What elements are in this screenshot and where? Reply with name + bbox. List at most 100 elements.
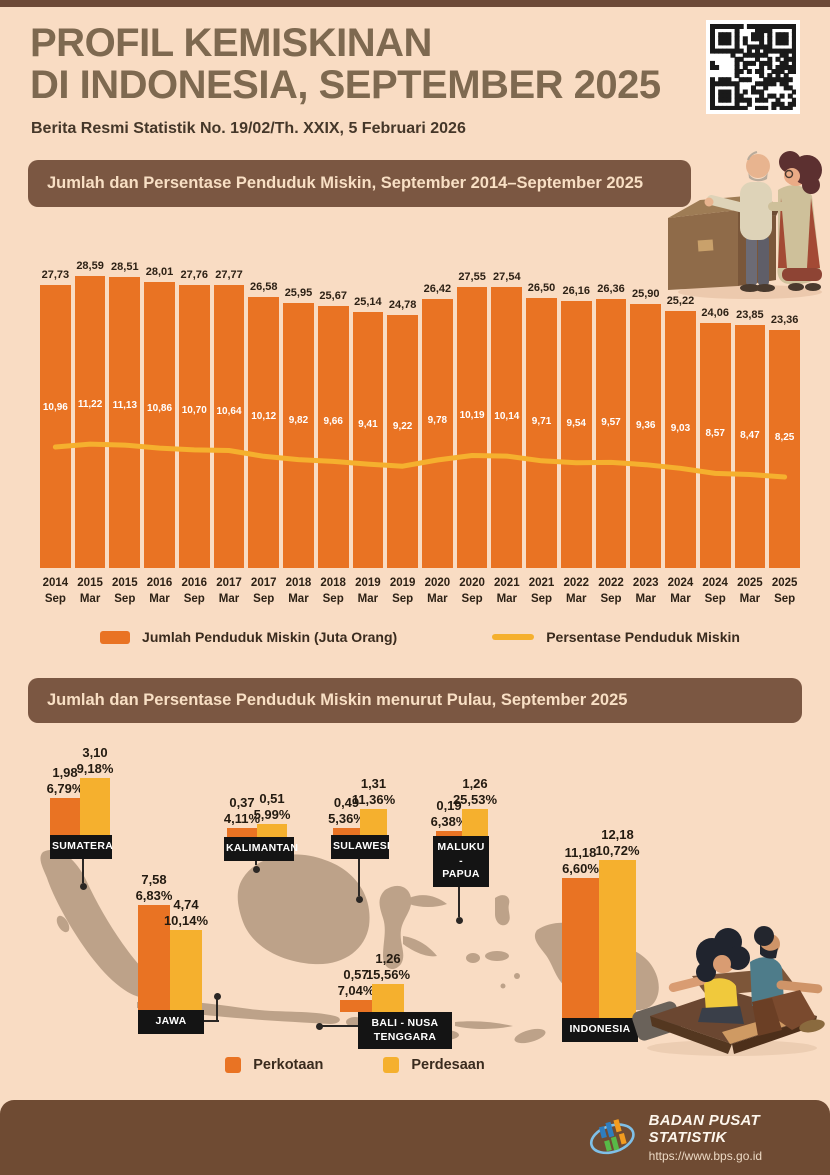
bar-swatch-icon [100, 630, 131, 644]
footer-band: BADAN PUSAT STATISTIK https://www.bps.go… [0, 1100, 830, 1175]
bar-pct-label: 8,57 [705, 428, 725, 440]
legend-item-perkotaan: Perkotaan [225, 1057, 323, 1073]
qr-code-icon [706, 20, 800, 114]
footer-url: https://www.bps.go.id [648, 1148, 763, 1163]
x-axis-label: 2024 Mar [667, 577, 694, 605]
poor-count-bar-2023-Mar [630, 303, 662, 568]
top-border-strip [0, 0, 830, 7]
perdesaan-values-sulawesi: 1,31 11,36% [351, 776, 396, 807]
bar-value-label: 25,67 [319, 290, 347, 303]
poor-count-bar-2024-Sep [699, 322, 731, 568]
bar-value-label: 28,51 [111, 261, 139, 274]
bar-value-label: 26,50 [527, 281, 556, 294]
page-title: PROFIL KEMISKINAN DI INDONESIA, SEPTEMBE… [30, 22, 661, 106]
page-title-line1: PROFIL KEMISKINAN [30, 21, 432, 65]
bar-pct-label: 10,96 [42, 401, 68, 413]
poor-count-bar-2025-Sep [769, 329, 800, 568]
bar-pct-label: 9,71 [531, 415, 552, 427]
x-axis-label: 2017 Mar [216, 577, 242, 605]
bar-pct-label: 9,41 [358, 419, 378, 431]
x-axis-label: 2016 Sep [181, 577, 208, 605]
bar-value-label: 27,77 [215, 268, 243, 281]
bar-pct-label: 10,70 [181, 404, 207, 416]
section2-title: Jumlah dan Persentase Penduduk Miskin me… [47, 691, 628, 709]
x-axis-label: 2021 Sep [528, 577, 555, 605]
poor-count-bar-2021-Mar [491, 287, 523, 568]
bar-value-label: 25,14 [354, 295, 382, 308]
poor-count-bar-2019-Mar [352, 311, 384, 568]
x-axis-label: 2019 Sep [389, 577, 416, 605]
perdesaan-swatch-icon [383, 1057, 400, 1073]
poor-count-bar-2020-Sep [456, 287, 488, 568]
illustration-elderly-couple [668, 151, 822, 299]
bar-value-label: 27,55 [458, 271, 486, 283]
poor-count-bar-2025-Mar [734, 324, 766, 568]
poor-count-bar-2020-Mar [422, 298, 453, 568]
x-axis-label: 2018 Mar [285, 577, 312, 605]
legend-label-jumlah: Jumlah Penduduk Miskin (Juta Orang) [142, 629, 398, 645]
section2-header: Jumlah dan Persentase Penduduk Miskin me… [28, 678, 802, 723]
perdesaan-values-maluku-: 1,26 25,53% [452, 776, 498, 807]
bar-pct-label: 9,54 [566, 417, 586, 429]
section1-header: Jumlah dan Persentase Penduduk Miskin, S… [28, 160, 691, 207]
bar-pct-label: 11,22 [77, 399, 103, 411]
poor-count-bar-2024-Mar [665, 310, 696, 568]
x-axis-label: 2021 Mar [494, 577, 520, 605]
line-swatch-icon [492, 634, 535, 640]
bar-value-label: 27,54 [493, 271, 521, 284]
poor-count-bar-2015-Mar [74, 276, 106, 568]
footer-branding: BADAN PUSAT STATISTIK https://www.bps.go… [588, 1111, 830, 1163]
x-axis-label: 2022 Mar [563, 577, 590, 605]
page-subtitle: Berita Resmi Statistik No. 19/02/Th. XXI… [31, 120, 466, 137]
bar-pct-label: 10,64 [216, 405, 242, 417]
bar-value-label: 26,42 [423, 282, 452, 295]
legend-item-jumlah: Jumlah Penduduk Miskin (Juta Orang) [100, 629, 397, 645]
page-title-line2: DI INDONESIA, SEPTEMBER 2025 [30, 63, 661, 107]
perkotaan-bar-kalimantan [227, 828, 257, 837]
bar-value-label: 25,22 [666, 294, 695, 307]
footer-org-name: BADAN PUSAT STATISTIK [648, 1111, 761, 1146]
bar-pct-label: 11,13 [112, 400, 138, 412]
chart1-x-axis: 2014 Sep 2015 Mar 2015 Sep 2016 Mar 2016 Sep… [40, 576, 800, 612]
perdesaan-values-kalimantan: 0,51 5,99% [253, 791, 291, 822]
poor-count-bar-2019-Sep [387, 315, 418, 568]
perdesaan-bar-maluku- [462, 809, 488, 836]
poor-count-bar-2022-Mar [560, 301, 592, 568]
x-axis-label: 2015 Mar [77, 577, 103, 605]
bar-pct-label: 10,86 [147, 403, 173, 415]
x-axis-label: 2022 Sep [598, 577, 624, 605]
perkotaan-bar-maluku- [436, 831, 462, 836]
bar-pct-label: 8,47 [740, 429, 760, 441]
bar-value-label: 24,06 [701, 306, 729, 319]
bar-value-label: 25,90 [631, 287, 660, 300]
bar-pct-label: 9,78 [427, 415, 448, 427]
illustration-sitting-couple [632, 926, 825, 1056]
x-axis-label: 2019 Mar [355, 577, 381, 605]
legend-item-persentase: Persentase Penduduk Miskin [492, 629, 740, 645]
poor-count-bar-2017-Sep [248, 296, 280, 568]
indonesia-map [40, 849, 659, 1044]
bar-value-label: 23,85 [736, 308, 764, 321]
perkotaan-bar-sulawesi [333, 828, 360, 835]
bar-value-label: 27,73 [41, 269, 70, 282]
x-axis-label: 2020 Sep [459, 577, 485, 605]
legend-label-perdesaan: Perdesaan [411, 1057, 485, 1073]
bar-pct-label: 9,57 [601, 417, 621, 429]
x-axis-label: 2014 Sep [42, 577, 69, 605]
perkotaan-bar-sumatera [50, 798, 80, 835]
perkotaan-swatch-icon [225, 1057, 242, 1073]
chart1-legend: Jumlah Penduduk Miskin (Juta Orang) Pers… [40, 629, 800, 645]
bar-pct-label: 9,66 [323, 416, 343, 428]
perdesaan-bar-kalimantan [257, 824, 287, 837]
bar-value-label: 27,76 [180, 268, 209, 281]
bar-value-label: 28,59 [76, 260, 104, 273]
poor-count-bar-2018-Mar [283, 303, 314, 568]
bar-value-label: 26,58 [249, 280, 278, 293]
perdesaan-values-sumatera: 3,10 9,18% [76, 745, 114, 776]
legend-label-perkotaan: Perkotaan [253, 1057, 324, 1073]
poor-count-bar-2021-Sep [526, 297, 557, 568]
x-axis-label: 2025 Sep [771, 577, 798, 605]
poor-count-bar-2018-Sep [317, 306, 349, 568]
bar-value-label: 24,78 [388, 299, 417, 312]
perkotaan-values-kalimantan: 0,37 4,11% [223, 795, 261, 826]
